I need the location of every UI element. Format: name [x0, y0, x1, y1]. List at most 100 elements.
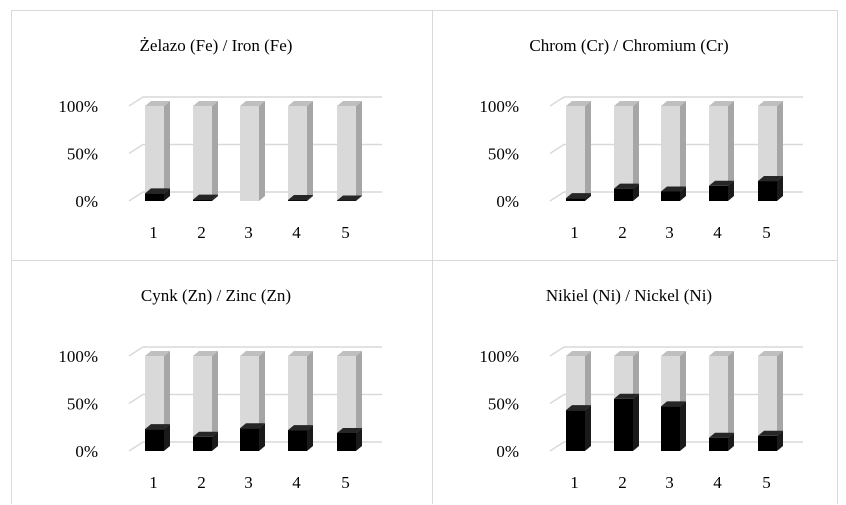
y-tick-label: 0% — [75, 192, 98, 211]
x-tick-label: 5 — [341, 223, 350, 242]
chart-nickel: Nikiel (Ni) / Nickel (Ni) 0% 50% 100% 1 2 3 4 5 — [433, 261, 839, 505]
y-tick-label: 0% — [496, 442, 519, 461]
bar-side-light — [164, 351, 170, 429]
x-tick-label: 1 — [570, 223, 579, 242]
bar-side-light — [728, 101, 734, 186]
bar-segment-dark — [288, 430, 307, 451]
x-tick-label: 4 — [713, 223, 722, 242]
bar-segment-light — [288, 356, 307, 430]
bar-segment-dark — [614, 189, 633, 201]
bar-side-light — [585, 351, 591, 410]
bar-side-light — [777, 351, 783, 436]
bar-side-dark — [585, 405, 591, 451]
bar-segment-light — [193, 106, 212, 200]
bar-segment-light — [193, 356, 212, 437]
bar-segment-light — [240, 356, 259, 428]
x-tick-label: 2 — [197, 473, 206, 492]
bar-segment-dark — [661, 192, 680, 202]
bar-side-light — [777, 101, 783, 181]
bar-segment-light — [614, 356, 633, 399]
y-tick-label: 0% — [75, 442, 98, 461]
bar-side-dark — [680, 401, 686, 451]
bar-side-light — [728, 351, 734, 438]
chart-panel-nickel: Nikiel (Ni) / Nickel (Ni) 0% 50% 100% 1 2 3 4 5 — [432, 260, 838, 504]
bar-segment-light — [337, 356, 356, 433]
bar-segment-light — [758, 356, 777, 436]
bar-segment-light — [288, 106, 307, 200]
bar-segment-light — [709, 106, 728, 186]
bar-segment-dark — [337, 433, 356, 451]
chart-title: Chrom (Cr) / Chromium (Cr) — [529, 36, 728, 55]
bar-side-light — [633, 101, 639, 189]
bar-segment-dark — [661, 406, 680, 451]
bar-segment-light — [145, 356, 164, 429]
bar-segment-light — [709, 356, 728, 438]
bar-segment-dark — [193, 200, 212, 201]
bar-segment-dark — [145, 193, 164, 201]
chart-panel-zinc: Cynk (Zn) / Zinc (Zn) 0% 50% 100% 1 2 3 4 5 — [11, 260, 433, 504]
bar-segment-light — [240, 106, 259, 201]
x-tick-label: 5 — [341, 473, 350, 492]
bar-segment-dark — [709, 438, 728, 451]
bar-segment-light — [661, 356, 680, 406]
x-tick-label: 2 — [618, 473, 627, 492]
bar-segment-dark — [758, 436, 777, 451]
bar-segment-dark — [193, 437, 212, 451]
bar-segment-dark — [709, 186, 728, 201]
chart-title: Żelazo (Fe) / Iron (Fe) — [140, 36, 293, 55]
bar-side-light — [212, 351, 218, 437]
bar-segment-light — [566, 356, 585, 410]
bar-side-light — [356, 351, 362, 433]
chart-iron: Żelazo (Fe) / Iron (Fe) 0% 50% 100% 1 2 3 4 5 — [12, 11, 434, 262]
x-tick-label: 5 — [762, 223, 771, 242]
bar-segment-light — [614, 106, 633, 189]
x-tick-label: 3 — [665, 223, 674, 242]
x-tick-label: 4 — [292, 223, 301, 242]
chart-title: Cynk (Zn) / Zinc (Zn) — [141, 286, 291, 305]
bar-side-light — [259, 101, 265, 201]
chart-panel-chromium: Chrom (Cr) / Chromium (Cr) 0% 50% 100% 1 2 3 4… — [432, 10, 838, 261]
bar-segment-dark — [240, 428, 259, 451]
x-tick-label: 3 — [665, 473, 674, 492]
bar-segment-light — [337, 106, 356, 201]
x-tick-label: 2 — [618, 223, 627, 242]
bar-segment-dark — [566, 410, 585, 451]
bar-side-light — [633, 351, 639, 399]
bar-side-light — [307, 101, 313, 200]
y-tick-label: 100% — [479, 347, 519, 366]
x-tick-label: 5 — [762, 473, 771, 492]
y-tick-label: 50% — [67, 395, 98, 414]
bar-side-light — [680, 351, 686, 406]
y-tick-label: 100% — [479, 97, 519, 116]
chart-title: Nikiel (Ni) / Nickel (Ni) — [546, 286, 712, 305]
bar-segment-light — [145, 106, 164, 193]
x-tick-label: 1 — [570, 473, 579, 492]
y-tick-label: 50% — [488, 395, 519, 414]
chart-panel-iron: Żelazo (Fe) / Iron (Fe) 0% 50% 100% 1 2 3 4 5 — [11, 10, 433, 261]
x-tick-label: 4 — [292, 473, 301, 492]
bar-segment-dark — [566, 198, 585, 201]
chart-chromium: Chrom (Cr) / Chromium (Cr) 0% 50% 100% 1 2 3 4… — [433, 11, 839, 262]
x-tick-label: 2 — [197, 223, 206, 242]
y-tick-label: 50% — [67, 145, 98, 164]
bar-segment-dark — [145, 429, 164, 451]
x-tick-label: 3 — [244, 473, 253, 492]
bar-side-light — [259, 351, 265, 428]
chart-zinc: Cynk (Zn) / Zinc (Zn) 0% 50% 100% 1 2 3 4 5 — [12, 261, 434, 505]
bar-segment-light — [566, 106, 585, 198]
x-tick-label: 4 — [713, 473, 722, 492]
bar-side-dark — [633, 394, 639, 451]
y-tick-label: 0% — [496, 192, 519, 211]
x-tick-label: 3 — [244, 223, 253, 242]
x-tick-label: 1 — [149, 223, 158, 242]
bar-segment-light — [758, 106, 777, 181]
x-tick-label: 1 — [149, 473, 158, 492]
bar-side-light — [212, 101, 218, 200]
bar-side-light — [585, 101, 591, 198]
bar-side-light — [356, 101, 362, 201]
bar-side-light — [680, 101, 686, 192]
y-tick-label: 50% — [488, 145, 519, 164]
bar-segment-dark — [614, 399, 633, 451]
y-tick-label: 100% — [58, 347, 98, 366]
y-tick-label: 100% — [58, 97, 98, 116]
